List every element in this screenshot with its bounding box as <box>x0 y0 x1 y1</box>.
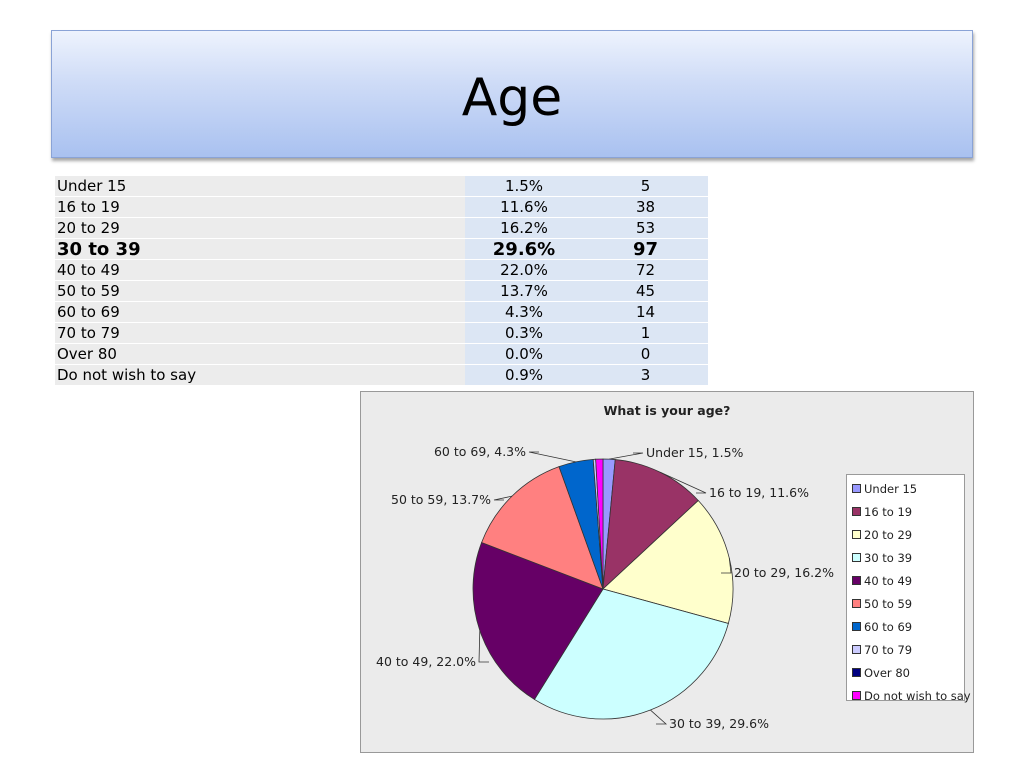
data-label: 16 to 19, 11.6% <box>709 485 809 500</box>
category-cell: 30 to 39 <box>55 238 465 260</box>
pie-slice-16-to-19 <box>602 459 699 591</box>
count-cell: 45 <box>583 280 708 302</box>
percent-cell: 4.3% <box>465 301 583 323</box>
table-row: 20 to 29 16.2% 53 <box>55 217 708 239</box>
category-cell: Under 15 <box>55 176 465 197</box>
legend-label: 40 to 49 <box>864 574 913 588</box>
percent-cell: 11.6% <box>465 196 583 218</box>
legend-label: 50 to 59 <box>864 597 913 611</box>
table-row: Under 15 1.5% 5 <box>55 176 708 197</box>
table-row: Do not wish to say 0.9% 3 <box>55 364 708 386</box>
leader-line <box>609 452 644 460</box>
legend-item: Under 15 <box>847 479 964 502</box>
legend-swatch <box>852 691 861 700</box>
legend-label: 30 to 39 <box>864 551 913 565</box>
leader-line <box>721 558 732 574</box>
legend-swatch <box>852 576 861 585</box>
slide-title-banner: Age <box>51 30 973 158</box>
count-cell: 14 <box>583 301 708 323</box>
category-cell: 40 to 49 <box>55 259 465 281</box>
category-cell: Over 80 <box>55 343 465 365</box>
table-row: 60 to 69 4.3% 14 <box>55 301 708 323</box>
percent-cell: 22.0% <box>465 259 583 281</box>
leader-line <box>478 630 489 663</box>
data-label: 40 to 49, 22.0% <box>376 654 476 669</box>
percent-cell: 0.3% <box>465 322 583 344</box>
data-label: Under 15, 1.5% <box>646 445 744 460</box>
legend-item: Over 80 <box>847 663 964 686</box>
category-cell: 50 to 59 <box>55 280 465 302</box>
percent-cell: 29.6% <box>465 238 583 260</box>
count-cell: 0 <box>583 343 708 365</box>
legend-swatch <box>852 622 861 631</box>
table-row-highlighted: 30 to 39 29.6% 97 <box>55 238 708 260</box>
legend-item: 20 to 29 <box>847 525 964 548</box>
percent-cell: 0.0% <box>465 343 583 365</box>
legend-swatch <box>852 553 861 562</box>
category-cell: 70 to 79 <box>55 322 465 344</box>
pie-chart: Under 15, 1.5% 16 to 19, 11.6% 20 to 29, 1… <box>376 444 834 731</box>
data-label: 30 to 39, 29.6% <box>669 716 769 731</box>
chart-legend: Under 15 16 to 19 20 to 29 30 to 39 40 to 49… <box>846 474 971 703</box>
count-cell: 38 <box>583 196 708 218</box>
leader-line <box>528 451 576 463</box>
data-label: 20 to 29, 16.2% <box>734 565 834 580</box>
leader-line <box>660 472 707 494</box>
pie-chart-area: Under 15, 1.5% 16 to 19, 11.6% 20 to 29, 1… <box>360 391 974 753</box>
table-row: 50 to 59 13.7% 45 <box>55 280 708 302</box>
legend-item: 40 to 49 <box>847 571 964 594</box>
legend-label: Do not wish to say <box>864 689 971 703</box>
category-cell: 20 to 29 <box>55 217 465 239</box>
legend-label: 70 to 79 <box>864 643 913 657</box>
count-cell: 72 <box>583 259 708 281</box>
table-row: 40 to 49 22.0% 72 <box>55 259 708 281</box>
table-row: 70 to 79 0.3% 1 <box>55 322 708 344</box>
chart-title: What is your age? <box>603 403 731 418</box>
legend-swatch <box>852 484 861 493</box>
count-cell: 3 <box>583 364 708 386</box>
data-label: 50 to 59, 13.7% <box>391 492 491 507</box>
legend-item: 60 to 69 <box>847 617 964 640</box>
table-row: Over 80 0.0% 0 <box>55 343 708 365</box>
count-cell: 5 <box>583 176 708 197</box>
legend-item: 70 to 79 <box>847 640 964 663</box>
slide-title: Age <box>461 68 563 128</box>
table-row: 16 to 19 11.6% 38 <box>55 196 708 218</box>
legend-label: Under 15 <box>864 482 918 496</box>
legend-label: 16 to 19 <box>864 505 913 519</box>
legend-item: 16 to 19 <box>847 502 964 525</box>
age-table: Under 15 1.5% 5 16 to 19 11.6% 38 20 to … <box>55 176 708 386</box>
leader-line <box>650 709 668 725</box>
legend-swatch <box>852 530 861 539</box>
percent-cell: 13.7% <box>465 280 583 302</box>
percent-cell: 0.9% <box>465 364 583 386</box>
age-table-body: Under 15 1.5% 5 16 to 19 11.6% 38 20 to … <box>55 176 708 386</box>
pie-slice-do-not-wish-to-say <box>595 458 604 590</box>
count-cell: 97 <box>583 238 708 260</box>
category-cell: 16 to 19 <box>55 196 465 218</box>
legend-item: 30 to 39 <box>847 548 964 571</box>
legend-swatch <box>852 599 861 608</box>
count-cell: 1 <box>583 322 708 344</box>
legend-item: 50 to 59 <box>847 594 964 617</box>
legend-label: 20 to 29 <box>864 528 913 542</box>
legend-label: 60 to 69 <box>864 620 913 634</box>
legend-swatch <box>852 668 861 677</box>
category-cell: Do not wish to say <box>55 364 465 386</box>
legend-item: Do not wish to say <box>847 686 971 709</box>
legend-swatch <box>852 507 861 516</box>
legend-swatch <box>852 645 861 654</box>
data-label: 60 to 69, 4.3% <box>434 444 526 459</box>
count-cell: 53 <box>583 217 708 239</box>
percent-cell: 16.2% <box>465 217 583 239</box>
pie-slice-40-to-49 <box>472 542 604 701</box>
legend-label: Over 80 <box>864 666 910 680</box>
percent-cell: 1.5% <box>465 176 583 197</box>
category-cell: 60 to 69 <box>55 301 465 323</box>
leader-line <box>493 495 513 501</box>
